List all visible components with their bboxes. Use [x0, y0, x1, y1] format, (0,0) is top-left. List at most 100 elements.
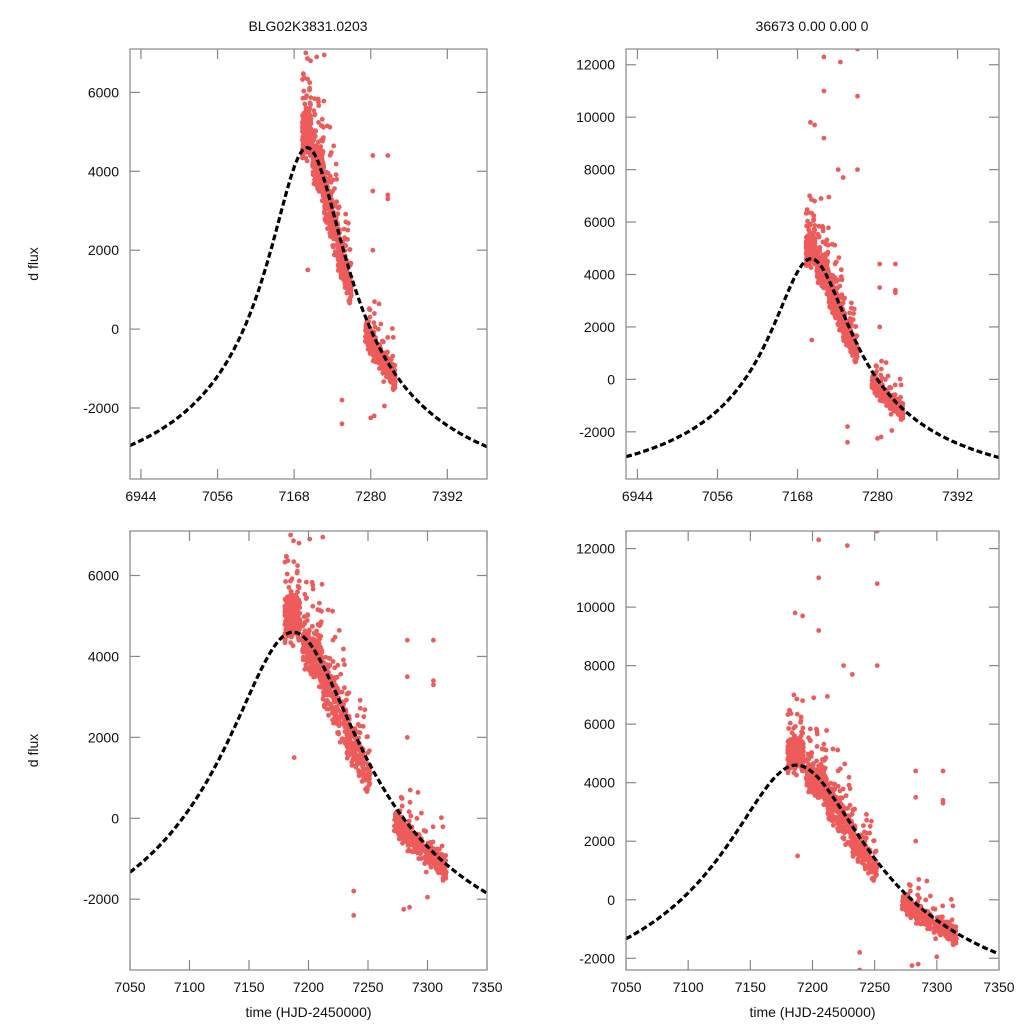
data-point	[816, 575, 822, 581]
data-point	[340, 275, 346, 281]
data-point	[311, 630, 317, 636]
data-point	[426, 856, 432, 862]
data-point	[797, 738, 802, 743]
data-point	[356, 730, 362, 735]
data-point	[336, 492, 341, 497]
data-point	[815, 264, 821, 270]
data-point	[430, 824, 436, 830]
data-point	[820, 757, 826, 763]
data-point	[845, 439, 850, 445]
data-point	[876, 388, 881, 394]
data-point	[311, 143, 317, 149]
data-point	[311, 157, 317, 162]
x-tick-label: 7350	[471, 979, 502, 995]
data-point	[315, 673, 321, 679]
data-point	[338, 711, 344, 717]
data-point	[825, 268, 831, 273]
data-point	[871, 838, 876, 844]
data-point	[428, 864, 434, 870]
data-point	[880, 398, 886, 404]
data-point	[312, 112, 318, 118]
data-point	[818, 196, 824, 201]
x-tick-label: 7200	[797, 979, 828, 995]
data-point	[816, 763, 821, 769]
data-point	[841, 663, 846, 668]
data-point	[305, 137, 311, 143]
data-point	[851, 311, 856, 316]
data-point	[321, 124, 326, 130]
data-point	[874, 663, 880, 668]
y-tick-label: 0	[607, 892, 615, 908]
data-point	[807, 193, 812, 199]
x-tick-label: 7056	[702, 488, 733, 504]
data-point	[283, 579, 288, 584]
data-point	[805, 252, 810, 257]
x-tick-label: 7168	[782, 488, 813, 504]
data-point	[406, 840, 411, 846]
data-point	[431, 678, 436, 684]
data-points	[300, 50, 398, 427]
data-point	[305, 267, 311, 273]
data-point	[330, 659, 336, 664]
data-point	[820, 252, 826, 258]
data-point	[384, 374, 389, 380]
data-point	[327, 124, 333, 130]
data-point	[385, 196, 391, 202]
data-point	[943, 920, 949, 925]
data-point	[816, 782, 821, 787]
data-point	[366, 782, 372, 788]
data-point	[368, 379, 373, 384]
y-tick-label: 8000	[584, 162, 615, 178]
data-point	[335, 706, 341, 712]
title-left: BLG02K3831.0203	[248, 18, 367, 34]
data-point	[831, 822, 836, 828]
data-point	[803, 261, 809, 267]
data-point	[348, 294, 354, 300]
data-point	[303, 95, 308, 101]
y-tick-label: 12000	[576, 57, 615, 73]
data-point	[877, 324, 883, 330]
data-point	[304, 650, 310, 656]
data-point	[785, 747, 791, 753]
data-point	[890, 403, 895, 409]
data-point	[341, 226, 347, 232]
data-point	[370, 247, 376, 253]
data-point	[805, 210, 811, 215]
data-point	[308, 648, 314, 654]
data-point	[308, 119, 313, 125]
data-point	[342, 662, 347, 668]
data-point	[287, 618, 293, 624]
data-point	[326, 712, 331, 718]
data-point	[439, 843, 445, 849]
data-point	[791, 692, 797, 698]
data-point	[408, 813, 414, 819]
data-point	[345, 691, 350, 697]
data-point	[787, 720, 793, 726]
data-point	[330, 608, 335, 614]
data-point	[913, 921, 919, 926]
data-point	[354, 713, 360, 719]
data-point	[301, 138, 306, 144]
data-point	[343, 211, 349, 217]
data-point	[367, 748, 372, 754]
data-point	[914, 915, 920, 920]
data-point	[345, 227, 351, 233]
data-point	[302, 591, 308, 597]
data-point	[841, 335, 847, 341]
data-point	[385, 153, 391, 158]
data-point	[343, 219, 349, 225]
data-point	[808, 120, 813, 125]
data-point	[288, 592, 293, 598]
data-point	[317, 180, 322, 186]
data-point	[925, 926, 930, 932]
data-point	[873, 848, 879, 854]
data-point	[821, 88, 827, 94]
data-point	[338, 671, 344, 677]
data-point	[399, 803, 405, 809]
data-point	[324, 706, 330, 712]
data-point	[828, 272, 834, 278]
data-point	[916, 885, 921, 891]
data-point	[321, 98, 327, 104]
data-point	[913, 768, 919, 774]
data-point	[368, 415, 374, 421]
